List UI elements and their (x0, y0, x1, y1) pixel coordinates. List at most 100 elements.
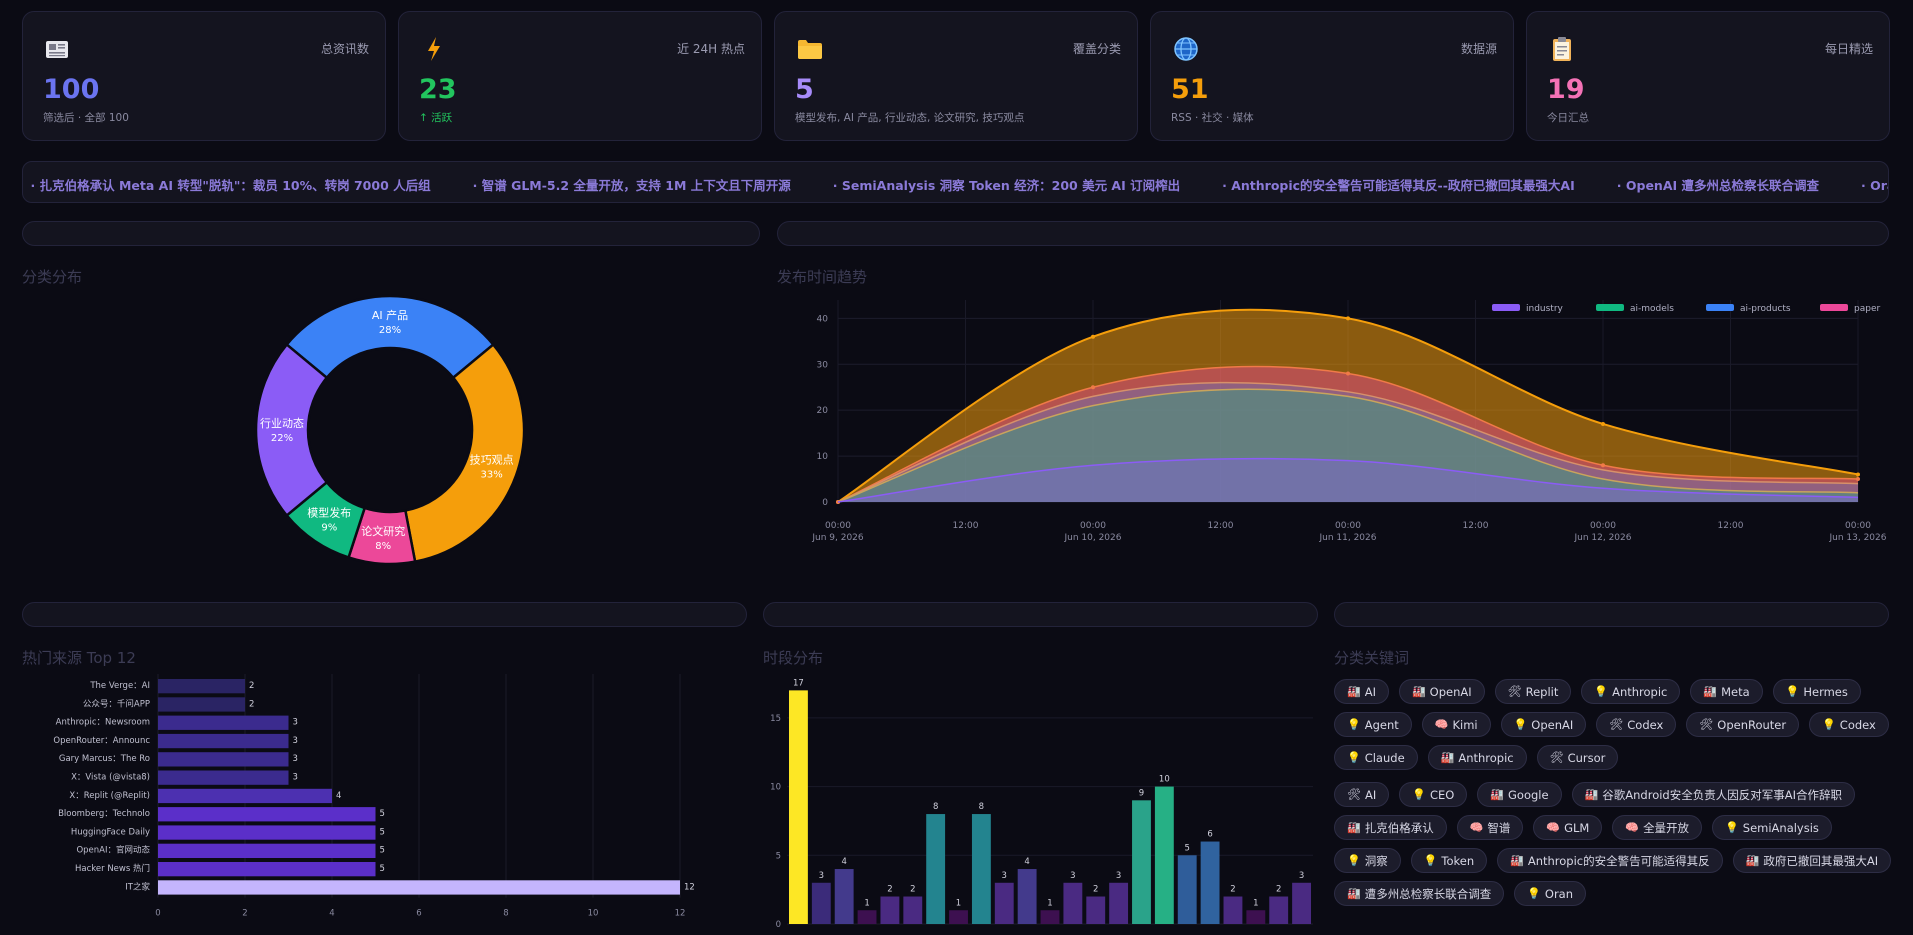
section-title-keywords: 分类关键词 (1334, 649, 1410, 667)
keyword-chip[interactable]: 🧠 全量开放 (1612, 815, 1703, 840)
slice-label: 论文研究 (361, 524, 405, 538)
keyword-text: Hermes (1803, 684, 1848, 699)
keyword-text: Agent (1364, 717, 1399, 732)
keywords-header-bar (1334, 602, 1889, 627)
x-tick-label: 2 (242, 909, 247, 919)
keyword-chip[interactable]: 💡 CEO (1399, 782, 1468, 807)
keyword-chip[interactable]: 💡 Agent (1334, 712, 1412, 737)
keyword-chip[interactable]: 🏭 Anthropic的安全警告可能适得其反 (1497, 848, 1723, 873)
source-label: X：Vista (@vista8) (71, 773, 150, 783)
series-point (1601, 421, 1605, 426)
hour-bar (1086, 896, 1106, 924)
y-tick-label: 20 (817, 406, 829, 416)
globe-icon (1174, 37, 1198, 61)
keyword-chip[interactable]: 💡 SemiAnalysis (1712, 815, 1832, 840)
hour-bar (1132, 800, 1151, 924)
hour-value: 8 (979, 802, 984, 812)
source-value: 5 (380, 809, 385, 819)
keyword-chip[interactable]: 💡 Anthropic (1581, 679, 1681, 704)
keyword-emoji-icon: 🛠 (1347, 788, 1361, 801)
keyword-emoji-icon: 🧠 (1625, 821, 1640, 834)
keyword-chip[interactable]: 🏭 OpenAI (1398, 679, 1485, 704)
keyword-emoji-icon: 💡 (1785, 685, 1800, 698)
keyword-chip[interactable]: 💡 Hermes (1772, 679, 1861, 704)
keyword-chip[interactable]: 🏭 遭多州总检察长联合调查 (1334, 881, 1505, 906)
keyword-group: 🏭 AI 🏭 OpenAI 🛠 Replit 💡 Anthropic 🏭 Meta 💡 Hermes 💡… (1334, 679, 1894, 770)
legend-swatch (1706, 304, 1734, 311)
ticker-item[interactable]: · OpenAI 遭多州总检察长联合调查 (1616, 178, 1819, 193)
keyword-chip[interactable]: 💡 Oran (1514, 881, 1587, 906)
keyword-chip[interactable]: 🛠 Replit (1494, 679, 1572, 704)
folder-icon (798, 40, 822, 59)
keyword-chip[interactable]: 💡 OpenAI (1500, 712, 1587, 737)
keyword-chip[interactable]: 💡 洞察 (1334, 848, 1401, 873)
stat-card-hot: 近 24H 热点 23 ↑ 活跃 (398, 11, 762, 141)
hour-value: 5 (1185, 843, 1190, 853)
keyword-chip[interactable]: 🏭 AI (1334, 679, 1389, 704)
source-value: 3 (293, 773, 298, 783)
keyword-group: 🛠 AI 💡 CEO 🏭 Google 🏭 谷歌Android安全负责人因反对军事AI合作辞职… (1334, 782, 1894, 906)
ticker-item[interactable]: · 扎克伯格承认 Meta AI 转型"脱轨"：裁员 10%、转岗 7000 人… (30, 178, 431, 193)
hour-value: 8 (933, 802, 938, 812)
keyword-chip[interactable]: 🏭 Anthropic (1427, 745, 1527, 770)
series-line (837, 381, 1859, 503)
keyword-text: OpenAI (1531, 717, 1574, 732)
ticker-item[interactable]: · 智谱 GLM-5.2 全量开放，支持 1M 上下文且下周开源 (472, 178, 791, 193)
keyword-text: Anthropic的安全警告可能适得其反 (1527, 853, 1710, 868)
keyword-chip[interactable]: 🛠 Codex (1596, 712, 1677, 737)
ticker-item[interactable]: · Anthropic的安全警告可能适得其反--政府已撤回其最强大AI (1222, 178, 1575, 193)
keyword-chip[interactable]: 💡 Token (1410, 848, 1488, 873)
x-tick-date: Jun 12, 2026 (1573, 533, 1631, 542)
keyword-text: GLM (1564, 820, 1590, 835)
hours-bar-chart: 0 5 10 15 17 3 4 1 2 2 8 1 8 3 4 1 3 2 3 9 10 5 6 2 1 2 3 (770, 678, 1313, 930)
hour-value: 2 (910, 885, 915, 895)
x-tick-date: Jun 10, 2026 (1063, 533, 1121, 542)
source-value: 5 (380, 827, 385, 837)
legend-label: ai-models (1630, 304, 1674, 314)
keyword-chip[interactable]: 💡 Claude (1334, 745, 1418, 770)
source-value: 5 (380, 864, 385, 874)
keyword-chip[interactable]: 🛠 OpenRouter (1686, 712, 1800, 737)
source-label: Anthropic：Newsroom (56, 718, 150, 728)
keyword-emoji-icon: 🛠 (1609, 718, 1624, 731)
hour-bar (971, 814, 991, 924)
source-bar (158, 862, 376, 877)
keyword-text: SemiAnalysis (1742, 820, 1819, 835)
keyword-chip[interactable]: 🧠 Kimi (1421, 712, 1491, 737)
clipboard-icon (1553, 37, 1571, 61)
keyword-emoji-icon: 💡 (1725, 821, 1739, 834)
keyword-chip[interactable]: 🧠 智谱 (1456, 815, 1524, 840)
keyword-chip[interactable]: 🛠 AI (1334, 782, 1390, 807)
keyword-emoji-icon: 🏭 (1490, 788, 1504, 801)
keyword-chip[interactable]: 🏭 政府已撤回其最强大AI (1732, 848, 1892, 873)
keyword-chip[interactable]: 🏭 Meta (1690, 679, 1763, 704)
keyword-chip[interactable]: 🧠 GLM (1533, 815, 1603, 840)
trend-area-chart: 0 10 20 30 40 00:00 Jun 9, 2026 12:00 00:00 Jun 1… (811, 300, 1887, 542)
keyword-text: Anthropic (1458, 750, 1514, 765)
ticker-item[interactable]: · SemiAnalysis 洞察 Token 经济：200 美元 AI 订阅榨… (832, 178, 1181, 193)
keyword-chip[interactable]: 🏭 Google (1477, 782, 1562, 807)
hour-value: 2 (1093, 885, 1098, 895)
keyword-text: 全量开放 (1643, 820, 1690, 835)
keyword-emoji-icon: 🏭 (1347, 685, 1361, 698)
keyword-chip[interactable]: 🛠 Cursor (1536, 745, 1619, 770)
keyword-text: Oran (1544, 886, 1574, 901)
source-bar (158, 697, 245, 712)
source-label: Bloomberg：Technolo (58, 809, 150, 819)
source-label: IT之家 (125, 881, 150, 892)
keyword-chip[interactable]: 🏭 扎克伯格承认 (1334, 815, 1447, 840)
slice-label: 技巧观点 (470, 454, 514, 467)
series-area (838, 366, 1858, 502)
hour-value: 9 (1139, 788, 1144, 798)
slice-label: 模型发布 (307, 505, 351, 519)
keyword-chip[interactable]: 💡 Codex (1809, 712, 1889, 737)
series-area (838, 389, 1858, 502)
keyword-emoji-icon: 💡 (1347, 854, 1361, 867)
hour-bar (1246, 910, 1266, 924)
keyword-emoji-icon: 🛠 (1549, 751, 1564, 764)
hour-bar (1109, 882, 1129, 924)
legend-label: industry (1526, 304, 1564, 314)
series-area (838, 458, 1858, 502)
keyword-chip[interactable]: 🏭 谷歌Android安全负责人因反对军事AI合作辞职 (1571, 782, 1855, 807)
ticker-item[interactable]: · Oran Ge 开源《人 (1861, 178, 1888, 193)
